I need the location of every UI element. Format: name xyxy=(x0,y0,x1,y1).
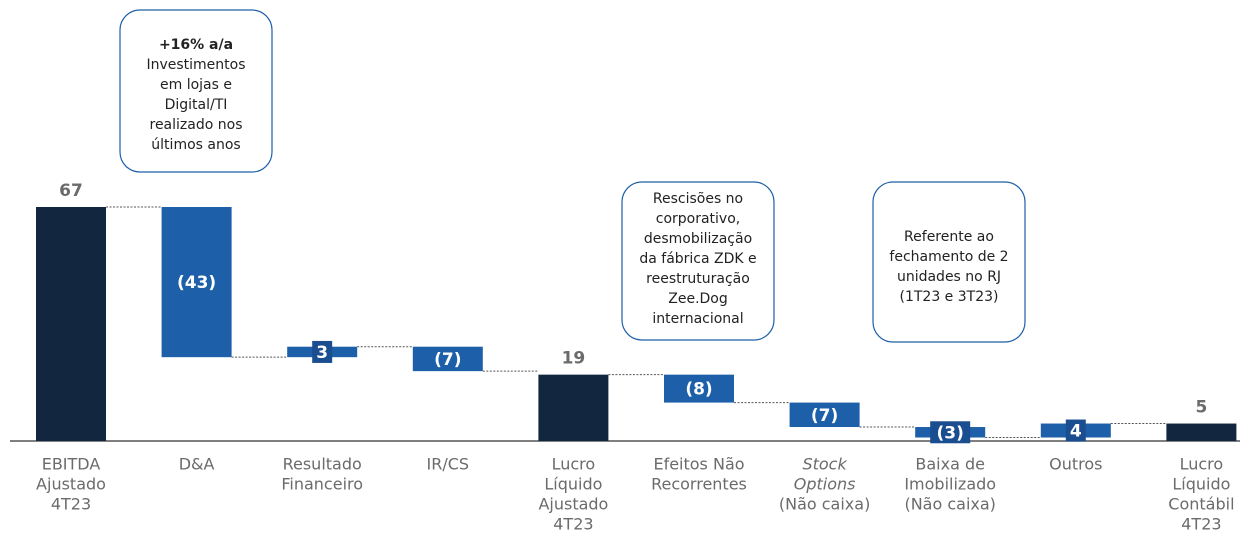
annotation-text: em lojas e xyxy=(160,77,232,93)
annotation-text: Digital/TI xyxy=(165,97,228,113)
x-tick-label: Ajustado xyxy=(36,475,106,494)
annotation-text: internacional xyxy=(652,311,743,327)
bar xyxy=(1166,423,1237,441)
value-label: 19 xyxy=(562,349,586,369)
annotation-text: fechamento de 2 xyxy=(889,249,1008,265)
value-label: (7) xyxy=(434,350,461,370)
annotation-text: Referente ao xyxy=(904,229,994,245)
annotation-text: unidades no RJ xyxy=(897,269,1001,285)
bar xyxy=(664,374,734,403)
bar xyxy=(412,346,483,372)
x-tick-label: 4T23 xyxy=(553,515,593,534)
x-tick-label: D&A xyxy=(179,455,215,474)
x-tick-label: 4T23 xyxy=(51,495,91,514)
x-tick-label: IR/CS xyxy=(427,455,470,474)
x-tick-label: (Não caixa) xyxy=(904,495,995,514)
annotation-text: desmobilização xyxy=(644,231,752,247)
x-tick-label: EBITDA xyxy=(42,455,101,474)
annotation-box xyxy=(872,181,1026,343)
x-tick-label: Stock xyxy=(802,455,847,474)
annotation-text: realizado nos xyxy=(150,117,243,133)
annotation-text: (1T23 e 3T23) xyxy=(900,289,999,305)
x-tick-label: Options xyxy=(794,475,856,494)
x-tick-label: Resultado xyxy=(283,455,362,474)
value-label-bg xyxy=(930,421,971,444)
value-label: 5 xyxy=(1195,398,1207,418)
value-label: (43) xyxy=(177,273,216,293)
x-tick-label: Lucro xyxy=(1180,455,1224,474)
x-tick-label: Líquido xyxy=(544,475,602,494)
bar xyxy=(161,207,232,358)
x-tick-label: Contábil xyxy=(1168,495,1234,514)
annotation-box xyxy=(119,9,273,173)
bar xyxy=(36,207,106,441)
annotation-box xyxy=(621,181,775,341)
x-tick-label: Imobilizado xyxy=(904,475,996,494)
x-tick-label: Baixa de xyxy=(915,455,985,474)
x-tick-label: Líquido xyxy=(1172,475,1230,494)
x-tick-label: Ajustado xyxy=(538,495,608,514)
value-label: (8) xyxy=(685,380,712,400)
value-label: 67 xyxy=(59,181,83,201)
annotation-text: Zee.Dog xyxy=(668,291,728,307)
x-tick-label: Lucro xyxy=(552,455,596,474)
annotation-text: Rescisões no xyxy=(653,191,743,207)
annotation-text: Investimentos xyxy=(146,57,245,73)
value-label: 4 xyxy=(1070,422,1082,442)
value-label: (3) xyxy=(937,423,964,443)
annotation-text: reestruturação xyxy=(646,271,750,287)
value-label: 3 xyxy=(316,343,328,363)
annotation-text: corporativo, xyxy=(656,211,741,227)
annotation-text: últimos anos xyxy=(151,137,240,153)
bar xyxy=(789,402,860,428)
x-tick-label: Recorrentes xyxy=(651,475,747,494)
annotation-highlight: +16% a/a xyxy=(159,37,233,53)
value-label: (7) xyxy=(811,406,838,426)
x-tick-label: (Não caixa) xyxy=(779,495,870,514)
bar xyxy=(538,374,609,441)
x-tick-label: 4T23 xyxy=(1181,515,1221,534)
annotation-text: da fábrica ZDK e xyxy=(639,251,756,267)
value-label-bg xyxy=(1065,419,1086,442)
x-tick-label: Outros xyxy=(1049,455,1102,474)
value-label-bg xyxy=(312,340,333,363)
x-tick-label: Financeiro xyxy=(281,475,363,494)
x-tick-label: Efeitos Não xyxy=(653,455,744,474)
